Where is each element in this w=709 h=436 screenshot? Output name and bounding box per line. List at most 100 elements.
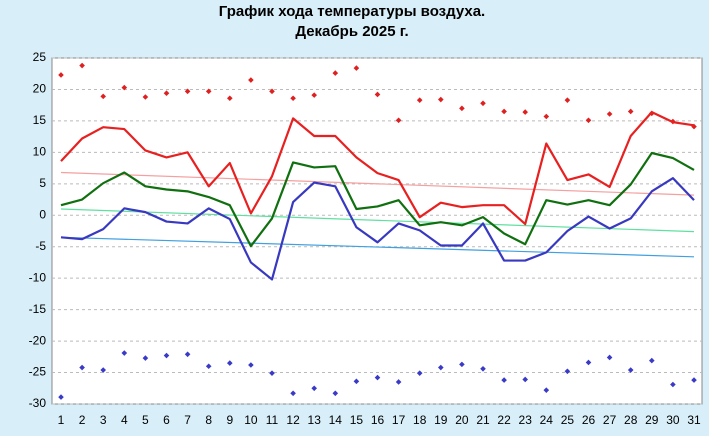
record-point: [332, 70, 339, 76]
x-tick-label: 30: [666, 413, 680, 427]
record-point: [438, 96, 444, 103]
record-point: [269, 88, 275, 95]
record-point: [522, 376, 528, 383]
x-tick-label: 25: [561, 413, 575, 427]
record-point: [353, 65, 360, 71]
y-tick-label: -5: [35, 239, 46, 253]
record-point: [585, 359, 592, 366]
x-tick-label: 24: [540, 413, 554, 427]
record-point: [332, 390, 339, 397]
x-tick-label: 22: [497, 413, 511, 427]
series-line: [60, 177, 695, 281]
record-point: [543, 113, 550, 120]
trend-line: [60, 171, 695, 196]
x-tick-label: 14: [329, 413, 343, 427]
x-tick-label: 15: [350, 413, 364, 427]
y-tick-label: -20: [29, 333, 47, 347]
record-point: [205, 88, 212, 95]
x-tick-label: 11: [266, 413, 279, 427]
x-tick-label: 12: [286, 413, 300, 427]
record-point: [227, 360, 233, 366]
record-point: [184, 351, 191, 358]
x-tick-label: 10: [244, 413, 258, 427]
record-point: [606, 111, 613, 117]
record-point: [543, 387, 550, 393]
record-point: [627, 367, 634, 373]
record-point: [459, 361, 465, 368]
record-point: [564, 368, 571, 375]
y-tick-label: 15: [33, 113, 47, 127]
record-point: [353, 378, 360, 385]
x-tick-label: 3: [100, 413, 107, 427]
y-tick-label: -10: [29, 270, 47, 284]
y-tick-label: -30: [29, 396, 47, 410]
x-tick-label: 9: [226, 413, 233, 427]
chart-subtitle: Декабрь 2025 г.: [295, 23, 408, 40]
x-tick-label: 31: [687, 413, 701, 427]
record-point: [163, 352, 170, 359]
record-point: [649, 357, 655, 364]
record-point: [227, 95, 233, 102]
record-point: [100, 93, 106, 100]
record-point: [311, 385, 317, 392]
record-point: [374, 91, 381, 98]
record-point: [269, 370, 275, 376]
x-tick-label: 4: [121, 413, 128, 427]
x-tick-label: 29: [645, 413, 659, 427]
record-point: [374, 374, 381, 381]
y-tick-label: 25: [33, 50, 47, 64]
record-point: [142, 355, 149, 361]
series-line: [60, 111, 695, 226]
record-point: [606, 354, 613, 361]
x-tick-label: 26: [582, 413, 596, 427]
y-tick-label: -25: [29, 365, 47, 379]
x-tick-label: 16: [371, 413, 385, 427]
record-point: [438, 364, 444, 371]
record-point: [248, 362, 254, 368]
record-point: [416, 97, 423, 103]
record-point: [100, 367, 106, 373]
y-tick-label: 5: [39, 176, 46, 190]
record-point: [459, 105, 465, 112]
y-tick-label: 0: [39, 207, 46, 221]
chart-title: График хода температуры воздуха.: [219, 3, 485, 20]
record-point: [184, 88, 191, 95]
x-tick-label: 7: [184, 413, 191, 427]
record-point: [564, 97, 571, 103]
plot-area: [51, 57, 703, 405]
record-point: [501, 108, 507, 115]
x-tick-label: 2: [79, 413, 86, 427]
record-point: [691, 377, 697, 383]
record-point: [395, 117, 402, 124]
x-tick-label: 18: [413, 413, 427, 427]
x-tick-label: 13: [308, 413, 322, 427]
x-tick-label: 19: [434, 413, 448, 427]
x-tick-label: 8: [205, 413, 212, 427]
record-point: [121, 350, 128, 356]
x-tick-label: 1: [58, 413, 65, 427]
x-tick-label: 28: [624, 413, 638, 427]
record-point: [121, 84, 128, 91]
record-point: [142, 94, 149, 100]
record-point: [311, 92, 317, 98]
record-point: [290, 95, 296, 102]
y-tick-label: 20: [33, 82, 47, 96]
record-point: [670, 381, 676, 388]
record-point: [248, 77, 254, 83]
trend-line: [60, 236, 695, 258]
record-point: [501, 377, 507, 383]
trend-line: [60, 208, 695, 233]
record-point: [585, 117, 592, 124]
record-point: [627, 108, 634, 115]
record-point: [205, 363, 212, 370]
record-point: [58, 394, 64, 400]
x-tick-label: 6: [163, 413, 170, 427]
x-tick-label: 17: [392, 413, 406, 427]
x-tick-label: 5: [142, 413, 149, 427]
record-point: [522, 109, 528, 115]
record-point: [290, 390, 296, 397]
series-line: [60, 151, 695, 248]
x-tick-label: 21: [476, 413, 490, 427]
record-point: [691, 123, 697, 130]
